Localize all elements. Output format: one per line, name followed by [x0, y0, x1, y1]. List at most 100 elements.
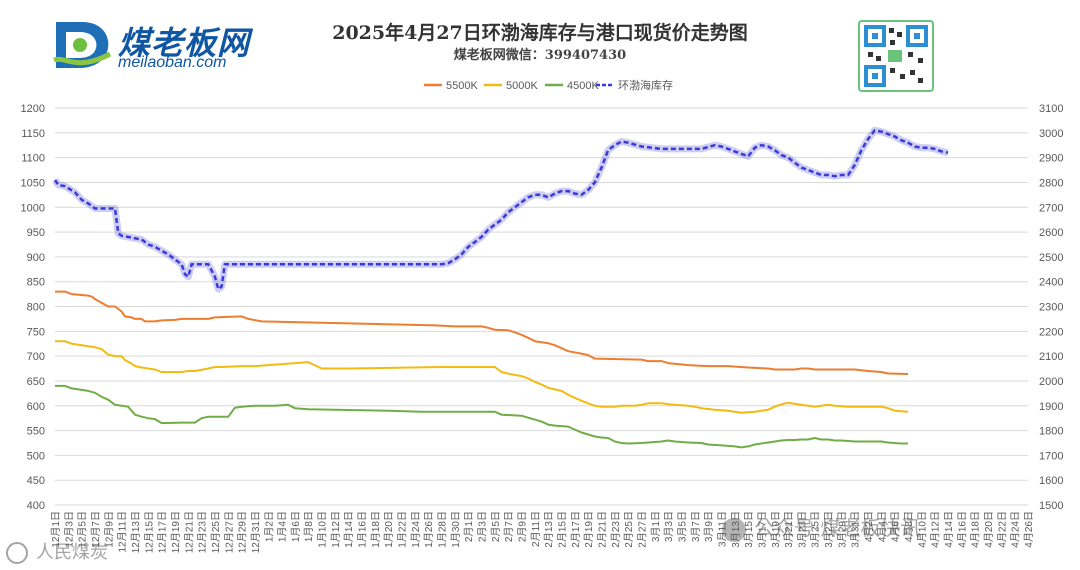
logo-url: meilaoban.com: [118, 54, 227, 71]
series-line-5500K: [55, 290, 909, 375]
left-axis-ticks: 400 450 500 550 600 650 700 750 800 850 900 950 1000…: [21, 103, 45, 512]
x-tick-label: 1月26日: [423, 511, 435, 548]
x-tick-label: 4月18日: [970, 511, 982, 548]
x-tick-label: 3月15日: [743, 511, 755, 548]
y-right-tick-label: 2800: [1039, 177, 1063, 189]
y-right-tick-label: 2000: [1039, 376, 1063, 388]
x-tick-label: 1月18日: [370, 511, 382, 548]
legend-label: 5000K: [506, 80, 538, 92]
y-right-tick-label: 2400: [1039, 277, 1063, 289]
x-tick-label: 12月19日: [170, 511, 182, 553]
x-tick-label: 2月5日: [490, 511, 502, 542]
x-tick-label: 12月1日: [50, 511, 62, 548]
x-tick-label: 2月3日: [477, 511, 489, 542]
x-tick-label: 3月27日: [823, 511, 835, 548]
x-tick-label: 3月23日: [796, 511, 808, 548]
series-line-5000K: [55, 340, 909, 414]
y-left-tick-label: 1050: [21, 177, 45, 189]
wechat-icon: [722, 517, 746, 542]
x-tick-label: 12月27日: [223, 511, 235, 553]
chart-title: 2025年4月27日环渤海库存与港口现货价走势图: [332, 22, 748, 44]
series-lines: [52, 126, 949, 449]
y-right-tick-label: 2300: [1039, 302, 1063, 314]
y-right-tick-label: 2700: [1039, 202, 1063, 214]
y-right-tick-label: 1500: [1039, 500, 1063, 512]
x-tick-label: 3月11日: [716, 511, 728, 547]
y-left-tick-label: 750: [27, 326, 45, 338]
logo-text: 煤老板网: [118, 24, 251, 62]
x-tick-label: 1月10日: [317, 511, 329, 548]
x-tick-label: 2月23日: [610, 511, 622, 548]
x-tick-label: 4月26日: [1023, 511, 1035, 548]
x-tick-label: 12月29日: [237, 511, 249, 553]
x-tick-label: 4月16日: [956, 511, 968, 548]
y-left-tick-label: 900: [27, 252, 45, 264]
x-tick-label: 4月14日: [943, 511, 955, 548]
x-tick-label: 4月8日: [903, 511, 915, 542]
x-tick-label: 1月22日: [397, 511, 409, 548]
series-line-inventory: [53, 129, 949, 291]
y-left-tick-label: 650: [27, 376, 45, 388]
x-tick-label: 4月24日: [1010, 511, 1022, 548]
x-tick-label: 1月12日: [330, 511, 342, 548]
x-tick-label: 1月28日: [437, 511, 449, 548]
y-right-tick-label: 1600: [1039, 475, 1063, 487]
logo: 煤老板网 meilaoban.com: [52, 16, 302, 72]
x-tick-label: 3月31日: [850, 511, 862, 548]
right-axis-ticks: 1500 1600 1700 1800 1900 2000 2100 2200 2300 2400…: [1039, 103, 1063, 512]
y-left-tick-label: 400: [27, 500, 45, 512]
x-tick-label: 2月7日: [503, 511, 515, 542]
y-left-tick-label: 450: [27, 475, 45, 487]
y-right-tick-label: 1800: [1039, 426, 1063, 438]
y-right-tick-label: 3000: [1039, 128, 1063, 140]
x-tick-label: 2月17日: [570, 511, 582, 548]
y-left-tick-label: 1100: [21, 153, 45, 165]
y-right-tick-label: 1900: [1039, 401, 1063, 413]
x-tick-label: 12月9日: [103, 511, 115, 548]
y-left-tick-label: 550: [27, 426, 45, 438]
x-tick-label: 12月7日: [90, 511, 102, 548]
y-left-tick-label: 1200: [21, 103, 45, 115]
x-tick-label: 2月1日: [463, 511, 475, 542]
x-tick-label: 1月2日: [263, 511, 275, 542]
y-right-tick-label: 2500: [1039, 252, 1063, 264]
qr-code-icon: [864, 25, 928, 87]
x-tick-label: 12月5日: [77, 511, 89, 548]
x-tick-label: 3月19日: [770, 511, 782, 548]
x-tick-label: 3月29日: [836, 511, 848, 548]
gridlines: [55, 107, 1028, 506]
watermark-icon: [6, 542, 28, 564]
x-tick-label: 2月13日: [543, 511, 555, 548]
y-left-tick-label: 1150: [21, 128, 45, 140]
y-right-tick-label: 3100: [1039, 103, 1063, 115]
legend: 5500K 5000K 4500K 环渤海库存: [424, 78, 673, 92]
x-tick-label: 3月13日: [730, 511, 742, 548]
y-right-tick-label: 2200: [1039, 326, 1063, 338]
x-axis-ticks: 12月1日 12月3日 12月5日 12月7日 12月9日 12月11日 12月13日 12月…: [50, 511, 1035, 553]
series-line-4500K: [55, 384, 908, 449]
x-tick-label: 3月21日: [783, 511, 795, 548]
x-tick-label: 1月8日: [303, 511, 315, 542]
x-tick-label: 3月7日: [690, 511, 702, 542]
x-tick-label: 3月17日: [756, 511, 768, 548]
x-tick-label: 1月30日: [450, 511, 462, 548]
x-tick-label: 3月25日: [810, 511, 822, 548]
x-tick-label: 1月4日: [277, 511, 289, 542]
legend-label: 4500K: [567, 80, 599, 92]
x-tick-label: 3月3日: [663, 511, 675, 542]
x-tick-label: 2月19日: [583, 511, 595, 548]
x-tick-label: 12月3日: [63, 511, 75, 548]
x-tick-label: 12月31日: [250, 511, 262, 553]
x-tick-label: 4月12日: [930, 511, 942, 548]
y-right-tick-label: 2100: [1039, 351, 1063, 363]
x-tick-label: 2月15日: [556, 511, 568, 548]
y-left-tick-label: 800: [27, 302, 45, 314]
y-left-tick-label: 600: [27, 401, 45, 413]
x-tick-label: 1月6日: [290, 511, 302, 542]
x-tick-label: 12月23日: [197, 511, 209, 553]
legend-label: 5500K: [446, 80, 478, 92]
qr-code[interactable]: [858, 20, 934, 92]
x-tick-label: 4月2日: [863, 511, 875, 542]
